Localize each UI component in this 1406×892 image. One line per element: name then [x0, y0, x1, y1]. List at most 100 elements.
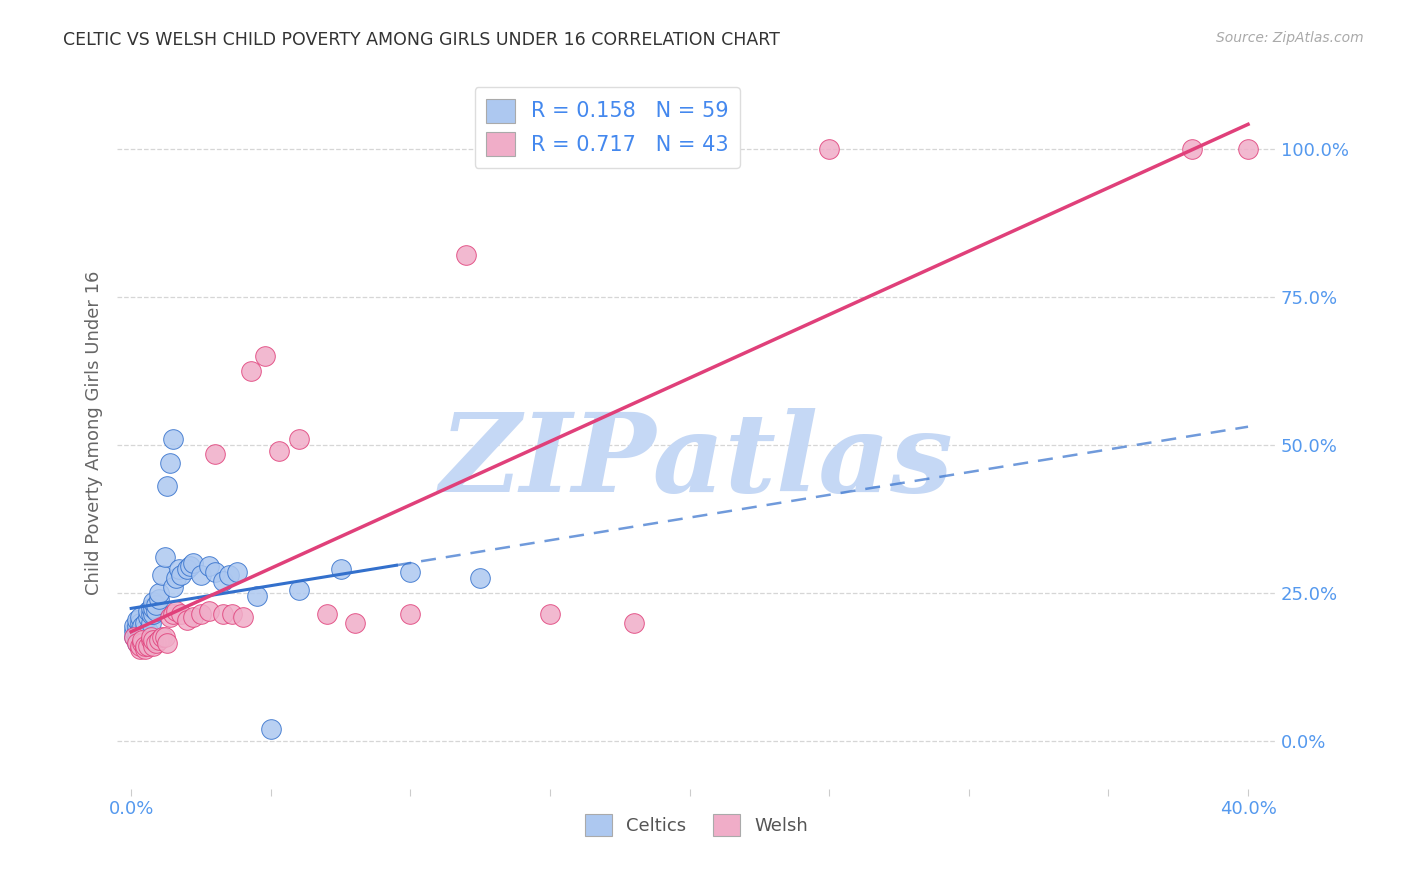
Point	[125, 636, 148, 650]
Point	[456, 248, 478, 262]
Point	[218, 568, 240, 582]
Point	[136, 624, 159, 639]
Point	[399, 607, 422, 621]
Point	[170, 607, 193, 621]
Point	[232, 609, 254, 624]
Legend: Celtics, Welsh: Celtics, Welsh	[578, 807, 815, 844]
Point	[156, 479, 179, 493]
Point	[204, 566, 226, 580]
Point	[145, 604, 167, 618]
Point	[134, 633, 156, 648]
Point	[170, 568, 193, 582]
Point	[179, 559, 201, 574]
Point	[190, 607, 212, 621]
Point	[145, 636, 167, 650]
Point	[162, 432, 184, 446]
Point	[343, 615, 366, 630]
Point	[122, 624, 145, 639]
Point	[134, 642, 156, 657]
Point	[176, 613, 198, 627]
Point	[181, 557, 204, 571]
Point	[623, 615, 645, 630]
Y-axis label: Child Poverty Among Girls Under 16: Child Poverty Among Girls Under 16	[86, 271, 103, 595]
Point	[148, 591, 170, 606]
Point	[131, 631, 153, 645]
Point	[125, 624, 148, 639]
Point	[125, 613, 148, 627]
Point	[122, 631, 145, 645]
Point	[470, 571, 492, 585]
Point	[139, 600, 162, 615]
Point	[212, 574, 235, 588]
Point	[165, 571, 187, 585]
Point	[287, 432, 309, 446]
Point	[148, 633, 170, 648]
Point	[142, 640, 165, 654]
Point	[156, 636, 179, 650]
Point	[125, 631, 148, 645]
Point	[131, 618, 153, 632]
Point	[260, 723, 283, 737]
Point	[159, 609, 181, 624]
Point	[162, 580, 184, 594]
Point	[145, 598, 167, 612]
Point	[128, 642, 150, 657]
Point	[122, 631, 145, 645]
Point	[198, 559, 221, 574]
Point	[198, 604, 221, 618]
Point	[1237, 142, 1260, 156]
Point	[165, 604, 187, 618]
Point	[139, 615, 162, 630]
Point	[142, 600, 165, 615]
Point	[150, 631, 173, 645]
Point	[128, 627, 150, 641]
Point	[142, 633, 165, 648]
Point	[153, 631, 176, 645]
Point	[159, 456, 181, 470]
Text: Source: ZipAtlas.com: Source: ZipAtlas.com	[1216, 31, 1364, 45]
Point	[190, 568, 212, 582]
Point	[1181, 142, 1204, 156]
Text: CELTIC VS WELSH CHILD POVERTY AMONG GIRLS UNDER 16 CORRELATION CHART: CELTIC VS WELSH CHILD POVERTY AMONG GIRL…	[63, 31, 780, 49]
Point	[134, 627, 156, 641]
Point	[287, 582, 309, 597]
Point	[128, 609, 150, 624]
Point	[128, 640, 150, 654]
Point	[128, 622, 150, 636]
Point	[131, 636, 153, 650]
Point	[204, 447, 226, 461]
Point	[167, 562, 190, 576]
Point	[162, 607, 184, 621]
Point	[153, 550, 176, 565]
Point	[176, 562, 198, 576]
Point	[246, 589, 269, 603]
Point	[134, 615, 156, 630]
Point	[134, 640, 156, 654]
Point	[212, 607, 235, 621]
Point	[131, 633, 153, 648]
Point	[131, 624, 153, 639]
Point	[128, 633, 150, 648]
Point	[139, 631, 162, 645]
Point	[134, 622, 156, 636]
Point	[150, 568, 173, 582]
Point	[148, 586, 170, 600]
Point	[128, 615, 150, 630]
Point	[226, 566, 249, 580]
Text: ZIPatlas: ZIPatlas	[440, 408, 953, 516]
Point	[131, 636, 153, 650]
Point	[136, 609, 159, 624]
Point	[329, 562, 352, 576]
Point	[818, 142, 841, 156]
Point	[139, 633, 162, 648]
Point	[315, 607, 337, 621]
Point	[122, 618, 145, 632]
Point	[125, 636, 148, 650]
Point	[142, 595, 165, 609]
Point	[142, 607, 165, 621]
Point	[399, 566, 422, 580]
Point	[136, 631, 159, 645]
Point	[139, 607, 162, 621]
Point	[181, 609, 204, 624]
Point	[136, 604, 159, 618]
